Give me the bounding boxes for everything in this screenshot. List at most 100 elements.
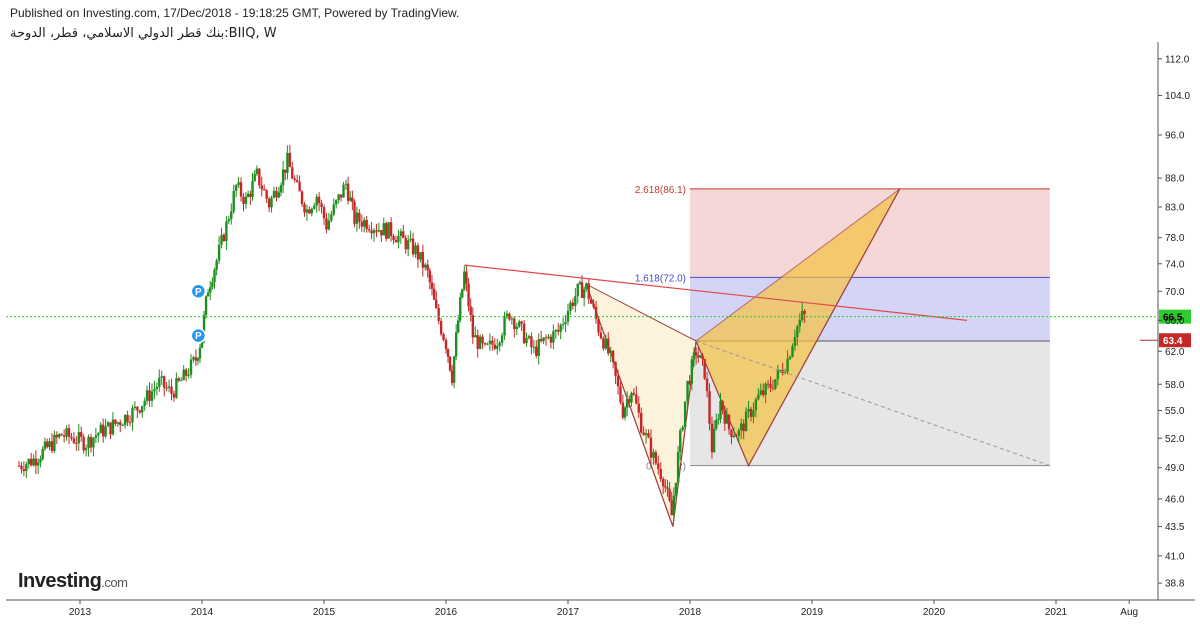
candle-body [344, 183, 348, 185]
candle-body [439, 320, 443, 335]
candle-body [275, 190, 278, 198]
pivot-marker-label: P [195, 287, 202, 298]
candle-body [604, 338, 608, 349]
candle-body [123, 414, 127, 426]
logo-suffix: .com [101, 575, 128, 590]
candle-body [182, 369, 185, 381]
candle-body [703, 358, 706, 379]
candle-body [320, 203, 323, 208]
candle-body [721, 400, 724, 411]
y-tick-label: 49.0 [1165, 463, 1185, 474]
candle-body [217, 244, 221, 261]
candle-body [515, 326, 518, 330]
candle-body [92, 437, 95, 448]
candle-body [644, 433, 648, 435]
candle-body [623, 407, 627, 418]
candle-body [158, 377, 161, 387]
candle-body [614, 362, 617, 377]
candle-body [576, 283, 579, 297]
candle-body [330, 214, 333, 221]
candle-body [148, 390, 151, 401]
candle-body [270, 197, 273, 208]
candle-body [561, 323, 565, 325]
candle-body [260, 185, 263, 190]
candle-body [104, 426, 107, 437]
candle-body [522, 323, 526, 344]
candle-body [291, 167, 294, 179]
pattern-triangle-xab [585, 283, 697, 527]
candle-body [574, 296, 577, 306]
candle-body [498, 342, 501, 346]
candle-body [46, 441, 49, 448]
candle-body [58, 434, 61, 438]
candle-body [346, 183, 350, 201]
investing-logo: Investing.com [18, 570, 128, 593]
candle-body [41, 448, 44, 460]
candle-body [394, 239, 398, 243]
candle-body [143, 400, 146, 406]
candle-body [213, 269, 216, 283]
candle-body [253, 174, 256, 182]
candle-body [220, 234, 223, 245]
candle-body [471, 315, 475, 338]
candle-body [801, 310, 804, 321]
candle-body [279, 185, 283, 193]
candle-body [432, 288, 436, 300]
candle-body [580, 282, 584, 298]
y-tick-label: 112.0 [1165, 54, 1190, 65]
candle-body [300, 191, 304, 205]
candle-body [681, 427, 684, 431]
candle-body [539, 339, 543, 342]
candle-body [67, 428, 71, 437]
candle-body [265, 190, 268, 199]
marker-price-tag-bg [1159, 333, 1191, 348]
candle-body [692, 352, 696, 360]
candle-body [467, 283, 470, 307]
candle-body [661, 479, 665, 487]
candle-body [385, 223, 388, 239]
candle-body [267, 198, 271, 208]
candle-body [358, 212, 361, 222]
candle-body [525, 338, 528, 344]
candle-body [659, 468, 662, 480]
candle-body [798, 320, 801, 327]
y-tick-label: 38.8 [1165, 579, 1185, 590]
candle-body [101, 424, 105, 437]
candle-body [239, 182, 243, 197]
candle-body [106, 422, 110, 427]
candle-body [94, 435, 98, 438]
candle-body [192, 357, 195, 360]
candle-body [737, 430, 740, 436]
y-tick-label: 62.0 [1165, 347, 1185, 358]
candle-body [654, 452, 658, 464]
candle-body [779, 370, 782, 372]
candle-body [599, 332, 603, 339]
candle-body [657, 463, 660, 469]
candle-body [215, 260, 218, 270]
candle-body [230, 211, 233, 220]
candle-body [75, 442, 78, 444]
candle-body [404, 238, 407, 250]
candle-body [717, 418, 720, 421]
y-tick-label: 52.0 [1165, 434, 1185, 445]
y-tick-label: 78.0 [1165, 233, 1185, 244]
candle-body [251, 181, 254, 197]
x-tick-label: 2021 [1045, 607, 1068, 618]
candle-body [694, 352, 698, 356]
x-tick-label: Aug [1120, 607, 1138, 618]
fib-level-label: 2.618(86.1) [635, 185, 686, 196]
candle-body [611, 350, 615, 363]
fib-extension: 2.618(86.1)1.618(72.0)1(63.3)0.5(49.2) [635, 185, 1050, 473]
candle-body [446, 349, 450, 357]
candle-body [406, 240, 410, 250]
candle-body [22, 469, 26, 472]
candle-body [465, 271, 468, 284]
candle-body [452, 356, 456, 383]
candle-body [609, 350, 612, 354]
candle-body [628, 399, 631, 403]
candle-body [360, 221, 364, 227]
x-tick-label: 2015 [313, 607, 336, 618]
candle-body [674, 482, 678, 496]
candle-body [288, 152, 292, 168]
